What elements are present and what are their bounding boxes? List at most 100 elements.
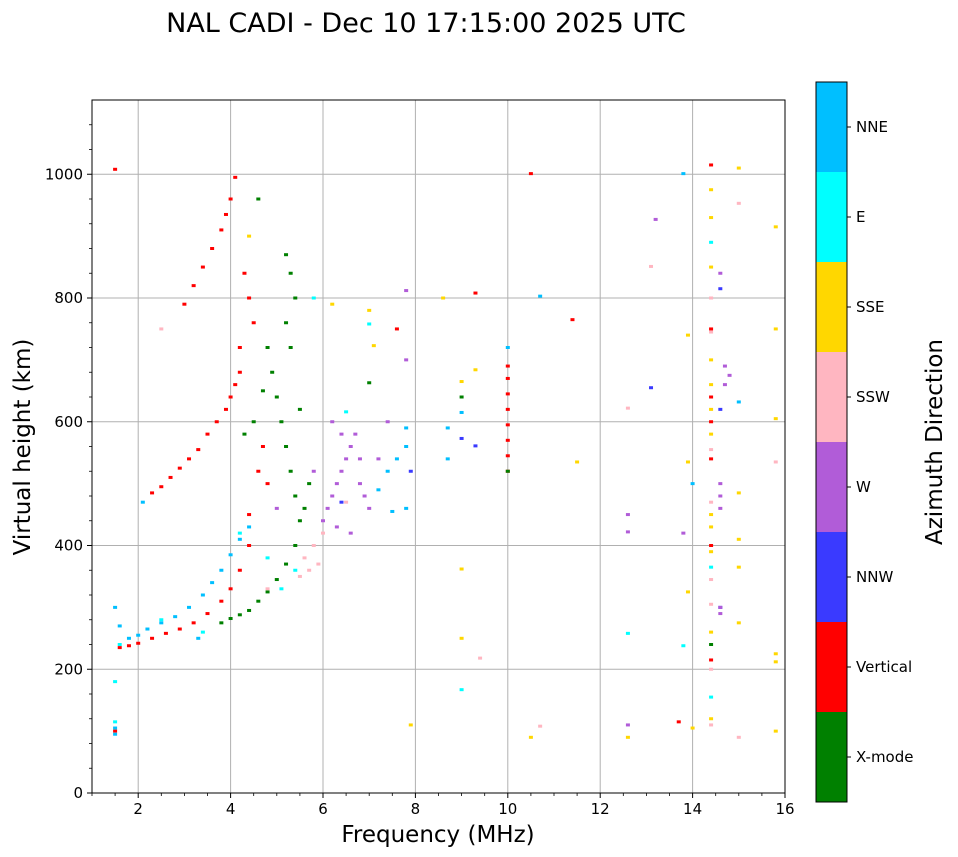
data-point xyxy=(325,506,330,510)
data-point xyxy=(505,469,510,473)
data-point xyxy=(159,621,164,625)
data-point xyxy=(625,723,630,727)
data-point xyxy=(709,602,714,606)
data-point xyxy=(297,519,302,523)
data-point xyxy=(575,460,580,464)
data-point xyxy=(773,460,778,464)
colorbar-tick-label: Vertical xyxy=(856,658,912,676)
data-point xyxy=(136,641,141,645)
x-axis-label: Frequency (MHz) xyxy=(341,822,534,848)
colorbar-swatch xyxy=(816,352,847,442)
data-point xyxy=(288,271,293,275)
data-point xyxy=(150,491,155,495)
data-point xyxy=(247,608,252,612)
colorbar-tick-label: NNW xyxy=(856,568,893,586)
data-point xyxy=(126,644,131,648)
colorbar-swatch xyxy=(816,442,847,532)
data-point xyxy=(722,364,727,368)
data-point xyxy=(126,636,131,640)
data-point xyxy=(334,482,339,486)
data-point xyxy=(718,494,723,498)
x-tick-label: 10 xyxy=(498,800,517,818)
data-point xyxy=(293,544,298,547)
data-point xyxy=(681,531,686,535)
data-point xyxy=(265,346,270,349)
data-point xyxy=(187,457,192,461)
data-point xyxy=(709,383,714,387)
data-point xyxy=(344,457,349,461)
grid-lines xyxy=(92,100,785,793)
colorbar-tick-label: E xyxy=(856,208,865,226)
data-point xyxy=(736,621,741,625)
data-point xyxy=(367,308,372,312)
data-point xyxy=(223,407,228,411)
data-point xyxy=(163,631,168,635)
data-point xyxy=(348,531,353,535)
y-tick-label: 0 xyxy=(73,784,83,802)
data-point xyxy=(357,457,362,461)
data-point xyxy=(256,197,261,201)
data-point xyxy=(736,491,741,495)
data-point xyxy=(140,500,145,504)
data-point xyxy=(307,568,312,572)
data-point xyxy=(718,612,723,616)
data-point xyxy=(404,445,409,448)
data-point xyxy=(685,590,690,594)
data-point xyxy=(200,630,205,634)
data-point xyxy=(247,296,252,300)
data-point xyxy=(293,494,298,498)
data-point xyxy=(736,565,741,569)
data-point xyxy=(113,680,118,684)
data-point xyxy=(274,395,279,399)
data-point xyxy=(284,253,289,257)
data-point xyxy=(718,482,723,486)
x-tick-label: 14 xyxy=(683,800,702,818)
data-point xyxy=(187,605,192,609)
data-point xyxy=(150,636,155,640)
data-point xyxy=(284,321,289,325)
data-point xyxy=(709,565,714,569)
data-point xyxy=(182,302,187,306)
data-point xyxy=(376,457,381,461)
data-point xyxy=(284,562,289,566)
data-point xyxy=(200,593,205,597)
data-point xyxy=(205,432,210,436)
data-point xyxy=(265,587,270,591)
data-point xyxy=(256,469,261,473)
x-tick-label: 16 xyxy=(775,800,794,818)
data-points xyxy=(113,163,778,739)
data-point xyxy=(321,519,325,523)
data-point xyxy=(478,656,483,660)
data-point xyxy=(625,513,630,517)
data-point xyxy=(330,420,335,424)
data-point xyxy=(505,438,510,442)
data-point xyxy=(367,506,372,510)
data-point xyxy=(302,556,307,560)
data-point xyxy=(311,296,316,300)
colorbar-swatch xyxy=(816,712,847,802)
series-x-mode xyxy=(219,197,714,646)
data-point xyxy=(242,271,247,275)
colorbar-tick-label: SSE xyxy=(856,298,885,316)
data-point xyxy=(344,500,349,504)
data-point xyxy=(736,166,741,170)
data-point xyxy=(136,633,141,637)
data-point xyxy=(247,544,252,547)
colorbar-tick-label: NNE xyxy=(856,118,888,136)
colorbar-tick-label: SSW xyxy=(856,388,890,406)
data-point xyxy=(228,617,233,621)
data-point xyxy=(505,392,510,396)
data-point xyxy=(302,506,307,510)
data-point xyxy=(727,373,732,377)
data-point xyxy=(625,406,630,410)
data-point xyxy=(709,578,714,582)
data-point xyxy=(404,358,409,362)
data-point xyxy=(709,216,714,220)
data-point xyxy=(653,217,658,221)
data-point xyxy=(228,553,233,557)
data-point xyxy=(353,432,358,436)
data-point xyxy=(538,724,543,728)
data-point xyxy=(473,444,478,448)
data-point xyxy=(288,346,293,349)
data-point xyxy=(205,612,210,616)
